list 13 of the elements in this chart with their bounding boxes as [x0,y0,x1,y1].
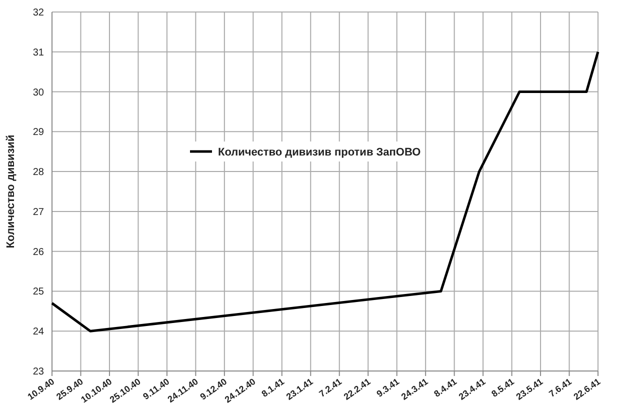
y-tick-label: 27 [32,206,44,218]
y-tick-label: 31 [32,47,44,58]
legend-label: Количество дивизив против ЗапОВО [218,146,422,158]
y-tick-label: 23 [32,366,44,378]
y-tick-label: 24 [32,326,44,338]
y-axis-title: Количество дивизий [5,134,17,248]
y-tick-label: 32 [32,8,44,18]
y-tick-label: 26 [32,246,44,258]
y-tick-label: 30 [32,87,44,98]
y-tick-label: 29 [32,127,44,138]
y-tick-label: 28 [32,167,44,178]
y-tick-label: 25 [32,286,44,298]
line-series [50,50,600,332]
